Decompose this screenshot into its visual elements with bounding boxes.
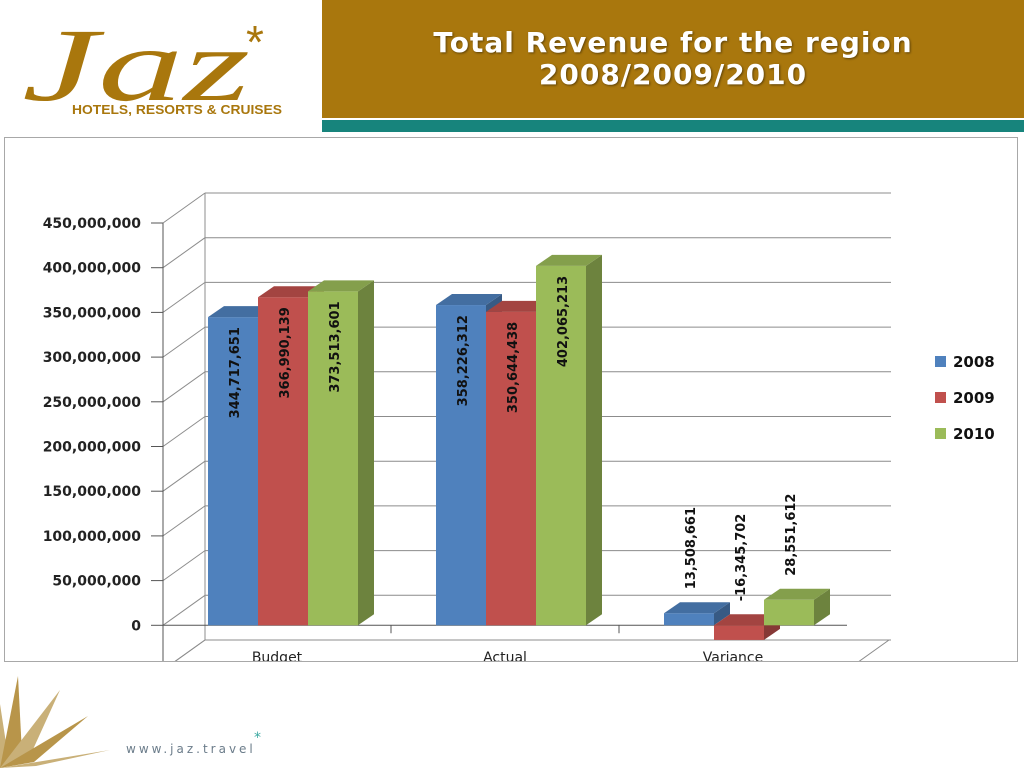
y-tick-label: 300,000,000 xyxy=(43,350,142,366)
footer-star-icon: * xyxy=(254,730,261,746)
data-label: 373,513,601 xyxy=(328,301,343,392)
legend-swatch-2009 xyxy=(935,392,946,403)
bar-2009-variance xyxy=(714,625,764,640)
page-title-line-2: 2008/2009/2010 xyxy=(538,58,808,91)
teal-accent-strip xyxy=(322,120,1024,132)
bar-2008-actual xyxy=(436,305,486,626)
gridline-side xyxy=(162,326,206,358)
footer-url: www.jaz.travel xyxy=(126,742,256,756)
data-label: 13,508,661 xyxy=(684,507,699,589)
bar-top xyxy=(536,254,602,266)
page-title-line-1: Total Revenue for the region xyxy=(433,26,913,59)
bar-2010-actual xyxy=(536,265,586,626)
jaz-logo: Jaz * HOTELS, RESORTS & CRUISES xyxy=(22,8,282,123)
bar-side xyxy=(586,254,602,626)
y-tick-label: 100,000,000 xyxy=(43,529,142,545)
logo-word: Jaz xyxy=(22,8,250,123)
bar-top xyxy=(486,300,552,312)
legend-swatch-2008 xyxy=(935,356,946,367)
y-tick-label: 200,000,000 xyxy=(43,440,142,456)
legend-label: 2009 xyxy=(953,389,995,407)
data-label: -16,345,702 xyxy=(734,514,749,602)
data-label: 366,990,139 xyxy=(278,307,293,398)
revenue-chart: 450,000,000 400,000,000 350,000,000 300,000… xyxy=(43,192,995,661)
bar-2009-actual xyxy=(486,311,536,626)
bar-top xyxy=(258,286,324,298)
data-label: 28,551,612 xyxy=(784,494,799,576)
data-label: 350,644,438 xyxy=(506,322,521,413)
bar-2010-budget xyxy=(308,291,358,626)
y-tick-label: 450,000,000 xyxy=(43,216,142,232)
legend-label: 2008 xyxy=(953,353,995,371)
gridline-side xyxy=(162,416,206,447)
bar-2008-variance xyxy=(664,613,714,626)
bar-2008-budget xyxy=(208,317,258,626)
bar-2009-budget xyxy=(258,297,308,626)
bar-top xyxy=(664,602,730,614)
footer-starburst-icon xyxy=(0,676,110,768)
logo-tagline: HOTELS, RESORTS & CRUISES xyxy=(72,102,282,117)
y-tick-label: 400,000,000 xyxy=(43,261,142,277)
bar-top xyxy=(208,306,274,318)
y-tick-label: 0 xyxy=(131,618,141,634)
gridline-side xyxy=(162,281,206,313)
bar-2010-variance xyxy=(764,599,814,626)
chart-frame: 450,000,000 400,000,000 350,000,000 300,000… xyxy=(4,137,1018,662)
gridline-side xyxy=(162,594,206,626)
bar-top xyxy=(308,280,374,292)
bar-side xyxy=(358,280,374,626)
bar-top xyxy=(714,614,780,626)
legend-swatch-2010 xyxy=(935,428,946,439)
gridline-side xyxy=(162,460,206,492)
gridline-side xyxy=(162,237,206,269)
legend-label: 2010 xyxy=(953,425,995,443)
data-label: 344,717,651 xyxy=(228,327,243,418)
bar-top xyxy=(436,294,502,306)
data-label: 402,065,213 xyxy=(556,276,571,367)
bar-top xyxy=(764,588,830,600)
y-tick-label: 150,000,000 xyxy=(43,484,142,500)
gridline-side xyxy=(162,371,206,403)
y-tick-label: 50,000,000 xyxy=(52,574,141,590)
gridline-side xyxy=(174,639,206,661)
x-tick-label: Actual xyxy=(483,650,527,661)
floor-plane xyxy=(174,639,891,661)
title-banner: Total Revenue for the region 2008/2009/2… xyxy=(322,0,1024,118)
y-tick-label: 350,000,000 xyxy=(43,305,142,321)
x-tick-label: Budget xyxy=(252,650,303,661)
logo-star: * xyxy=(246,16,264,68)
y-tick-label: 250,000,000 xyxy=(43,395,142,411)
bar-side xyxy=(714,602,730,626)
data-label: 358,226,312 xyxy=(456,315,471,406)
gridline-side xyxy=(162,192,206,224)
x-tick-label: Variance xyxy=(703,650,763,661)
logo-area: Jaz * HOTELS, RESORTS & CRUISES xyxy=(0,0,322,130)
bar-side xyxy=(814,588,830,626)
gridline-side xyxy=(162,505,206,537)
gridline-side xyxy=(162,550,206,582)
